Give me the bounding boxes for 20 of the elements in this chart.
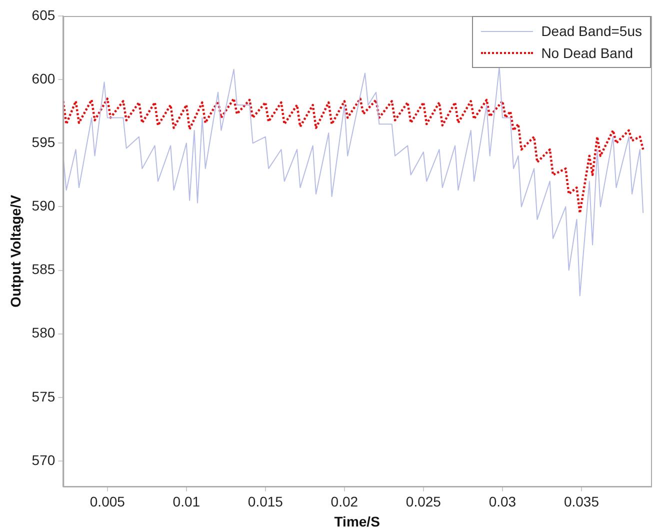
- x-axis-title: Time/S: [334, 513, 380, 530]
- line-series: [63, 98, 644, 214]
- x-tick-label: 0.015: [248, 494, 284, 510]
- legend-label: Dead Band=5us: [541, 23, 642, 39]
- x-tick-label: 0.025: [406, 494, 442, 510]
- y-axis-title: Output Voltage/V: [7, 194, 24, 308]
- x-tick-label: 0.02: [330, 494, 358, 510]
- y-tick-label: 600: [32, 70, 56, 86]
- y-tick-label: 595: [32, 134, 56, 150]
- y-tick-label: 580: [32, 324, 56, 341]
- x-tick-label: 0.035: [564, 494, 600, 510]
- y-tick-label: 605: [32, 6, 56, 23]
- y-tick-label: 590: [32, 198, 56, 214]
- x-tick-label: 0.01: [172, 494, 200, 510]
- x-tick-label: 0.03: [488, 494, 516, 510]
- y-tick-label: 585: [32, 261, 56, 278]
- y-tick-label: 575: [32, 388, 56, 404]
- x-tick-label: 0.005: [90, 494, 126, 510]
- legend-label: No Dead Band: [541, 45, 634, 61]
- y-tick-label: 570: [32, 452, 56, 468]
